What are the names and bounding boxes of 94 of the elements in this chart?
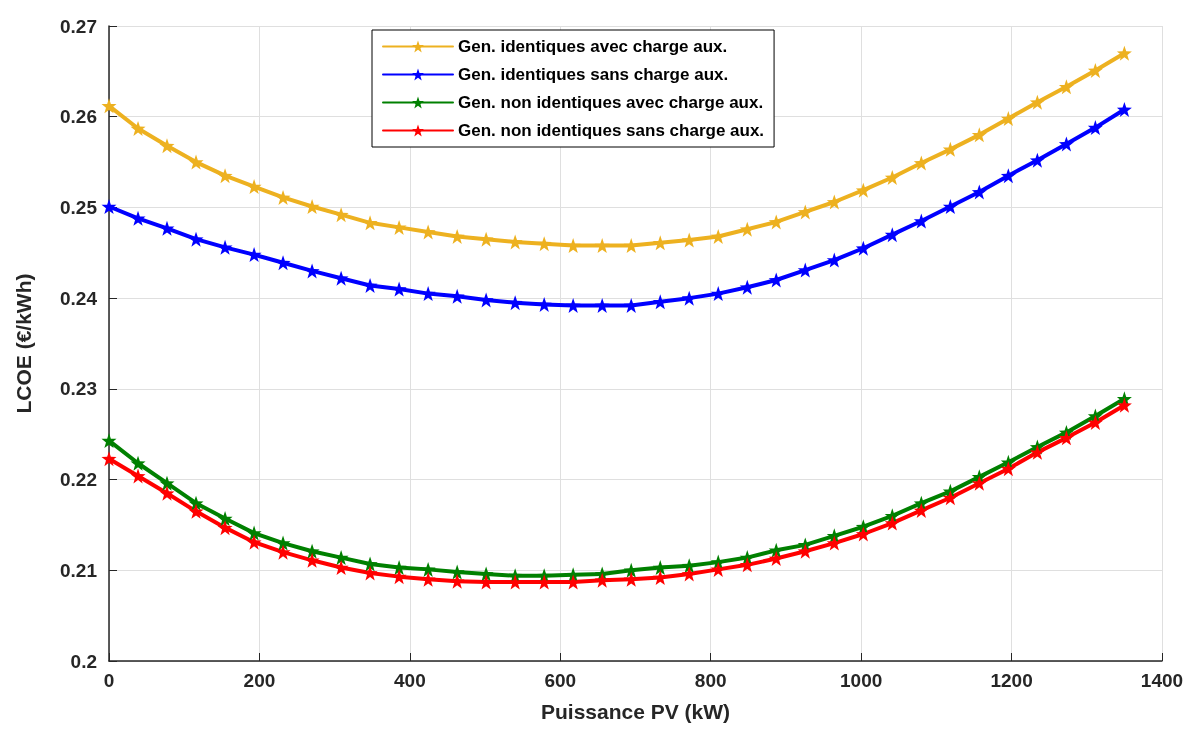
point <box>855 182 871 198</box>
point <box>594 297 610 313</box>
point <box>1087 120 1103 136</box>
point <box>536 236 552 252</box>
point <box>1116 397 1132 413</box>
point <box>1087 414 1103 430</box>
point <box>826 535 842 551</box>
x-tick-label: 400 <box>394 670 426 691</box>
point <box>130 121 146 137</box>
point <box>942 490 958 506</box>
point <box>217 168 233 184</box>
point <box>565 297 581 313</box>
point <box>420 561 436 577</box>
point <box>130 455 146 471</box>
point <box>188 231 204 247</box>
point <box>1000 168 1016 184</box>
y-tick-label: 0.2 <box>70 650 97 672</box>
point <box>855 240 871 256</box>
point <box>101 433 117 449</box>
point <box>275 535 291 551</box>
point <box>594 572 610 588</box>
point <box>101 199 117 215</box>
y-tick-label: 0.26 <box>60 106 97 128</box>
point <box>159 138 175 154</box>
point <box>1058 430 1074 446</box>
point <box>1000 111 1016 127</box>
point <box>942 199 958 215</box>
point <box>971 184 987 200</box>
point <box>768 214 784 230</box>
point <box>1029 444 1045 460</box>
point <box>594 238 610 254</box>
point <box>246 534 262 550</box>
point <box>652 560 668 576</box>
point <box>159 220 175 236</box>
point <box>217 511 233 527</box>
legend-label: Gen. non identiques sans charge aux. <box>458 121 765 140</box>
y-tick-label: 0.27 <box>60 15 97 37</box>
point <box>1087 62 1103 78</box>
point <box>159 475 175 491</box>
y-tick-label: 0.25 <box>60 196 98 218</box>
point <box>768 272 784 288</box>
point <box>304 552 320 568</box>
point <box>217 520 233 536</box>
y-tick-label: 0.22 <box>60 469 97 491</box>
x-tick-label: 0 <box>103 670 115 691</box>
point <box>536 296 552 312</box>
x-tick-label: 600 <box>544 670 577 691</box>
x-tick-label: 1400 <box>1140 670 1184 691</box>
point <box>971 475 987 491</box>
x-tick-label: 1200 <box>990 670 1033 691</box>
x-tick-label: 200 <box>243 670 276 691</box>
point <box>797 262 813 278</box>
legend-label: Gen. identiques avec charge aux. <box>458 37 728 56</box>
y-tick-label: 0.24 <box>60 287 98 309</box>
point <box>188 503 204 519</box>
point <box>217 239 233 255</box>
point <box>884 169 900 185</box>
point <box>101 451 117 467</box>
point <box>130 468 146 484</box>
point <box>101 98 117 114</box>
point <box>913 213 929 229</box>
point <box>913 502 929 518</box>
point <box>855 526 871 542</box>
point <box>1116 45 1132 61</box>
point <box>826 194 842 210</box>
legend-label: Gen. non identiques avec charge aux. <box>458 93 764 112</box>
legend-label: Gen. identiques sans charge aux. <box>458 65 729 84</box>
point <box>246 179 262 195</box>
point <box>913 155 929 171</box>
x-tick-label: 1000 <box>840 670 883 691</box>
point <box>1116 101 1132 117</box>
point <box>971 127 987 143</box>
y-tick-label: 0.23 <box>60 378 97 400</box>
point <box>1000 461 1016 477</box>
point <box>826 252 842 268</box>
point <box>188 154 204 170</box>
point <box>884 515 900 531</box>
point <box>1029 94 1045 110</box>
point <box>275 189 291 205</box>
point <box>797 204 813 220</box>
point <box>1058 79 1074 95</box>
point <box>942 141 958 157</box>
point <box>565 238 581 254</box>
y-tick-label: 0.21 <box>60 559 98 581</box>
point <box>246 525 262 541</box>
point <box>275 544 291 560</box>
x-tick-label: 800 <box>694 670 727 691</box>
point <box>130 210 146 226</box>
y-axis-title: LCOE (€/kWh) <box>12 273 35 414</box>
point <box>884 227 900 243</box>
point <box>159 485 175 501</box>
point <box>1058 136 1074 152</box>
point <box>1029 152 1045 168</box>
x-axis-title: Puissance PV (kW) <box>540 700 731 723</box>
